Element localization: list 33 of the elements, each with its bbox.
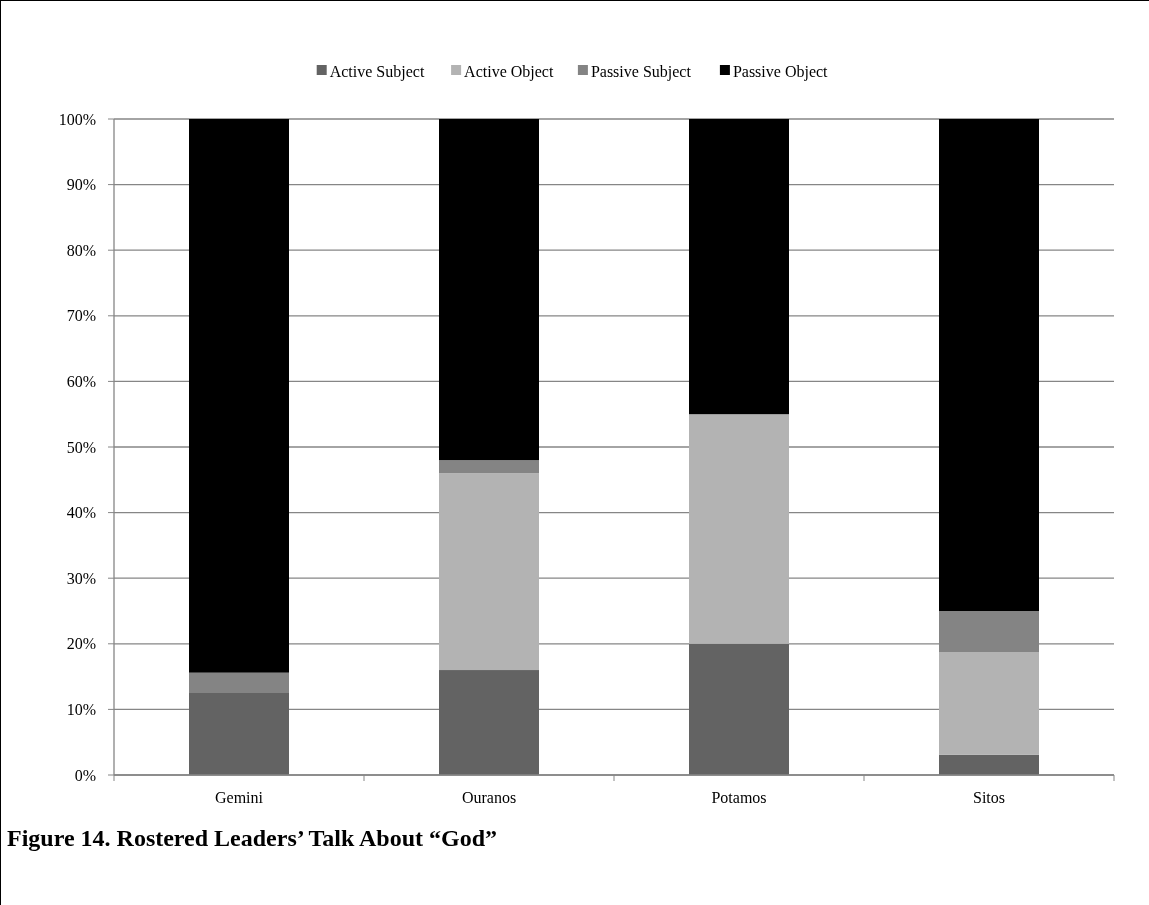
y-tick-label: 100%	[58, 110, 96, 128]
bar	[689, 414, 789, 644]
bar	[439, 119, 539, 461]
bar	[939, 119, 1039, 611]
x-tick-label: Ouranos	[461, 789, 517, 806]
legend-label: Passive Object	[732, 62, 829, 81]
y-tick-label: 10%	[66, 701, 96, 718]
bar	[439, 473, 539, 671]
bar	[939, 754, 1039, 775]
x-tick-label: Sitos	[972, 789, 1006, 806]
legend-label: Active Subject	[329, 62, 425, 81]
y-tick-label: 70%	[66, 307, 96, 325]
bar	[189, 119, 289, 673]
legend-label: Passive Subject	[590, 62, 692, 81]
bar	[939, 652, 1039, 755]
y-tick-label: 40%	[66, 504, 96, 522]
y-tick-label: 20%	[66, 635, 96, 653]
legend-label: Active Object	[464, 62, 554, 81]
text: Figure 14. Rostered Leaders’ Talk About “God”	[7, 825, 498, 851]
y-tick-label: 90%	[66, 176, 96, 194]
bar	[439, 670, 539, 775]
x-tick-label: Gemini	[215, 789, 264, 806]
x-tick-label: Potamos	[711, 789, 767, 806]
bar	[439, 460, 539, 474]
y-tick-label: 80%	[66, 241, 96, 259]
y-tick-label: 0%	[74, 766, 96, 784]
y-tick-label: 60%	[66, 373, 96, 390]
bar	[689, 119, 789, 415]
bar	[189, 693, 289, 775]
y-tick-label: 50%	[66, 438, 96, 456]
bar	[689, 643, 789, 775]
bar	[189, 672, 289, 693]
y-tick-label: 30%	[66, 569, 96, 587]
